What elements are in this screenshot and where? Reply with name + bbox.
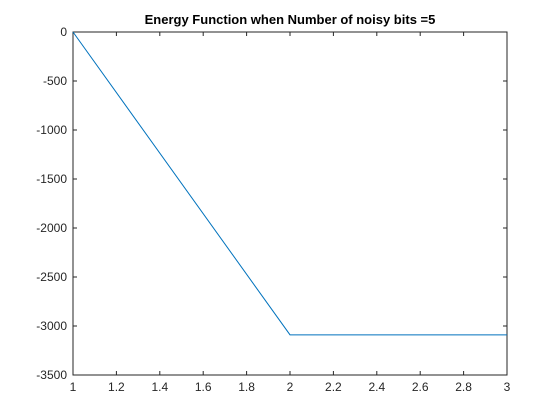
x-tick-label: 2.4 — [368, 380, 385, 394]
x-tick-label: 1.6 — [195, 380, 212, 394]
x-tick-label: 1 — [70, 380, 77, 394]
axes: 1 1.2 1.4 1.6 1.8 2 2.2 2.4 2.6 2.8 3 0 -500 -1000 -15… — [36, 25, 510, 394]
x-tick-label: 1.4 — [151, 380, 168, 394]
y-tick-label: -3500 — [36, 368, 67, 382]
y-tick-label: -1000 — [36, 123, 67, 137]
y-tick-label: 0 — [60, 25, 67, 39]
x-tick-label: 2 — [287, 380, 294, 394]
x-tick-label: 2.6 — [412, 380, 429, 394]
x-tick-label: 3 — [504, 380, 511, 394]
plot-area-box — [72, 31, 508, 376]
series-line — [72, 31, 507, 336]
x-tick-label: 1.8 — [238, 380, 255, 394]
x-tick-label: 2.2 — [325, 380, 342, 394]
y-tick-label: -2000 — [36, 221, 67, 235]
y-tick-label: -1500 — [36, 172, 67, 186]
y-tick-label: -2500 — [36, 270, 67, 284]
y-tick-label: -500 — [43, 74, 67, 88]
series-group — [72, 31, 507, 336]
x-tick-label: 1.2 — [108, 380, 125, 394]
x-tick-label: 2.8 — [455, 380, 472, 394]
y-tick-label: -3000 — [36, 319, 67, 333]
chart-title: Energy Function when Number of noisy bit… — [145, 12, 436, 27]
